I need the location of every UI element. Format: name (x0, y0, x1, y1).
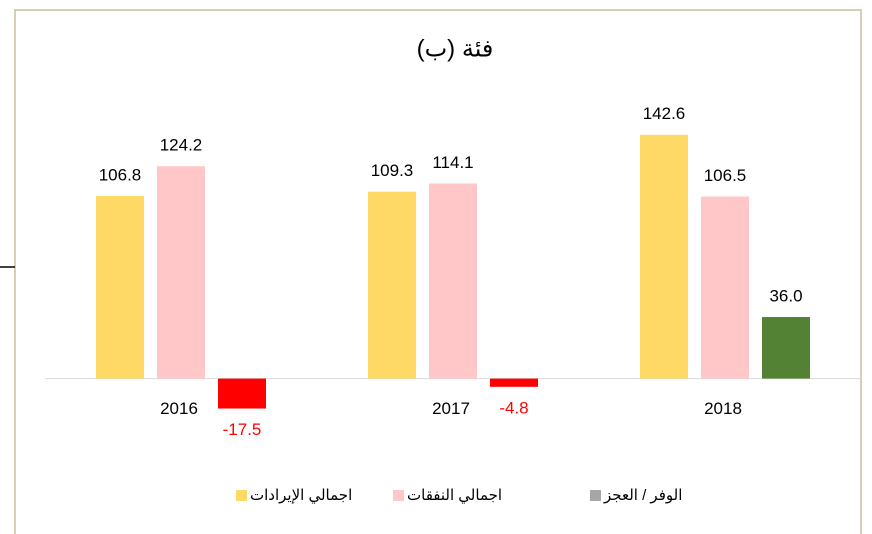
bar (157, 166, 205, 379)
legend-swatch (236, 490, 247, 501)
value-label: -17.5 (223, 420, 262, 439)
x-tick-label: 2018 (704, 399, 742, 418)
value-label: -4.8 (499, 398, 528, 417)
bar (640, 134, 688, 379)
value-label: 109.3 (371, 161, 414, 180)
frame (14, 9, 862, 534)
bar (490, 378, 538, 387)
value-label: 142.6 (643, 104, 686, 123)
bar (429, 183, 477, 379)
bar (762, 317, 810, 379)
bar (368, 191, 416, 379)
value-label: 106.8 (99, 165, 142, 184)
bar (701, 196, 749, 379)
value-label: 124.2 (160, 136, 203, 155)
x-tick-label: 2017 (432, 399, 470, 418)
x-tick-label: 2016 (160, 399, 198, 418)
legend-swatch (393, 490, 404, 501)
chart-title: فئة (ب) (417, 35, 494, 62)
value-label: 106.5 (704, 166, 747, 185)
legend-label: اجمالي النفقات (407, 487, 502, 505)
legend-label: اجمالي الإيرادات (250, 487, 352, 505)
value-label: 114.1 (432, 153, 473, 172)
bar (218, 378, 266, 409)
value-label: 36.0 (769, 287, 802, 306)
bar (96, 195, 144, 379)
legend-label: الوفر / العجز (603, 487, 682, 504)
legend-swatch (590, 490, 601, 501)
